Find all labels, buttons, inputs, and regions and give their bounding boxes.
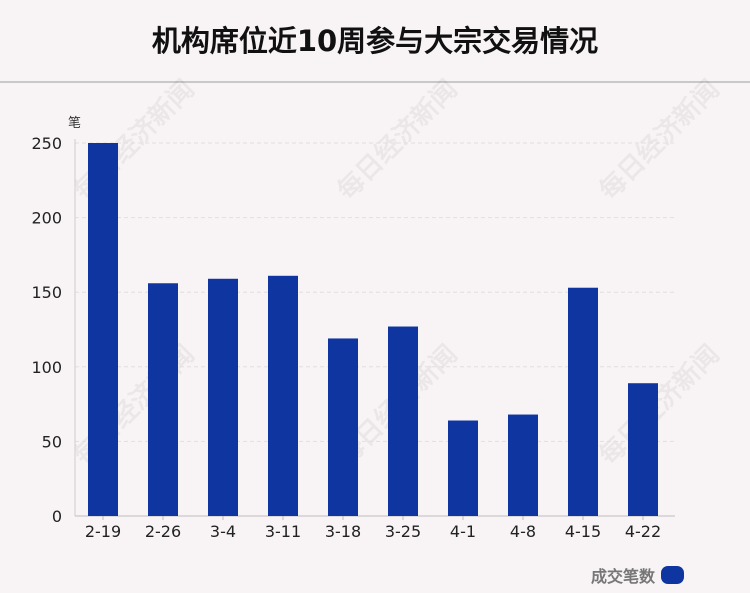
bar — [268, 275, 298, 516]
x-tick-label: 4-15 — [565, 522, 601, 541]
bar — [568, 287, 598, 516]
bar — [508, 414, 538, 516]
y-tick-label: 250 — [31, 134, 62, 153]
y-tick-label: 200 — [31, 209, 62, 228]
x-tick-label: 2-19 — [85, 522, 121, 541]
x-tick-label: 4-1 — [450, 522, 476, 541]
y-tick-label: 0 — [52, 507, 62, 526]
x-tick-label: 4-22 — [625, 522, 661, 541]
bar — [628, 383, 658, 516]
x-tick-label: 3-4 — [210, 522, 236, 541]
bar — [328, 338, 358, 516]
x-tick-label: 4-8 — [510, 522, 536, 541]
bar — [208, 278, 238, 516]
y-tick-label: 100 — [31, 358, 62, 377]
title-divider — [0, 81, 750, 83]
bar — [148, 283, 178, 516]
x-tick-label: 3-25 — [385, 522, 421, 541]
bar — [388, 326, 418, 516]
y-tick-label: 50 — [42, 432, 62, 451]
x-tick-label: 3-11 — [265, 522, 301, 541]
chart-title: 机构席位近10周参与大宗交易情况 — [151, 24, 599, 58]
y-axis-unit: 笔 — [68, 116, 82, 131]
legend-label: 成交笔数 — [590, 567, 655, 586]
legend: 成交笔数 — [591, 563, 684, 587]
x-tick-label: 2-26 — [145, 522, 181, 541]
bar — [88, 143, 118, 516]
x-tick-label: 3-18 — [325, 522, 361, 541]
y-tick-label: 150 — [31, 283, 62, 302]
legend-swatch — [661, 566, 684, 584]
bar — [448, 420, 478, 516]
